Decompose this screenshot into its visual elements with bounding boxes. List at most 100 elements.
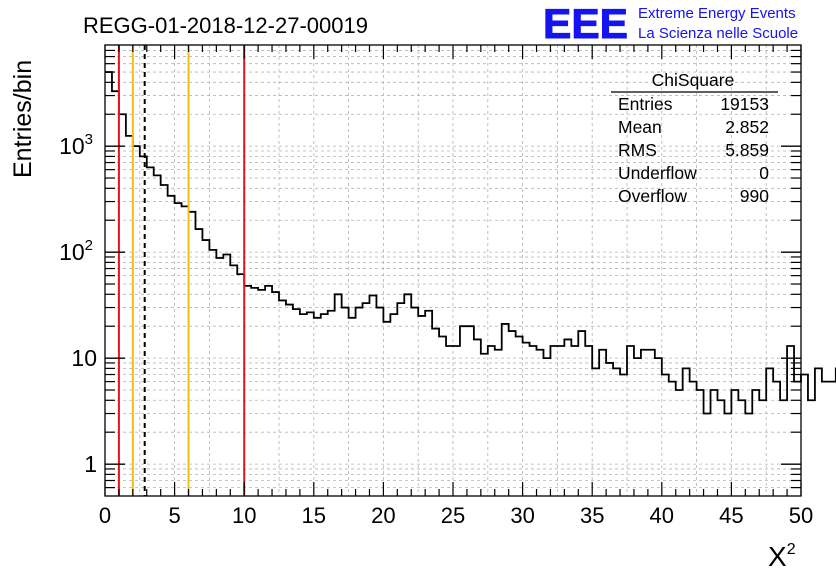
- x-tick-label: 35: [580, 503, 604, 528]
- histogram-bin: [724, 414, 731, 496]
- histogram-bin: [425, 311, 432, 496]
- histogram-bin: [467, 326, 474, 496]
- y-axis-label: Entries/bin: [9, 60, 37, 178]
- histogram-bin: [230, 265, 237, 496]
- histogram-bin: [738, 400, 745, 496]
- stats-row-value: 990: [740, 186, 769, 206]
- marker-lines: [117, 45, 246, 496]
- histogram-bin: [516, 336, 523, 496]
- histogram-bin: [223, 254, 230, 496]
- histogram-bin: [697, 390, 704, 496]
- logo-mark: EEE: [543, 0, 628, 47]
- x-tick-label: 0: [99, 503, 111, 528]
- histogram-bin: [759, 400, 766, 496]
- y-tick-label: 102: [59, 237, 93, 265]
- histogram-bin: [251, 288, 258, 496]
- stats-box-title: ChiSquare: [652, 70, 735, 90]
- histogram-bin: [342, 308, 349, 496]
- histogram-bin: [161, 185, 168, 496]
- histogram-bin: [676, 390, 683, 496]
- histogram-bin: [411, 308, 418, 496]
- histogram-bin: [523, 343, 530, 496]
- chart-title: REGG-01-2018-12-27-00019: [83, 13, 368, 38]
- y-tick-labels: 1 10 102 103: [59, 131, 97, 477]
- y-tick-exponent: 2: [85, 237, 93, 254]
- y-tick-label: 10: [71, 345, 97, 371]
- histogram-bin: [808, 400, 815, 496]
- stats-row-value: 0: [759, 163, 769, 183]
- histogram-bin: [815, 368, 822, 496]
- histogram-bin: [307, 312, 314, 496]
- histogram-bin: [662, 375, 669, 496]
- histogram-bin: [383, 322, 390, 496]
- histogram-bin: [182, 206, 189, 496]
- x-tick-label: 45: [719, 503, 743, 528]
- histogram-bin: [356, 308, 363, 496]
- histogram-bin: [432, 329, 439, 496]
- stats-row-label: RMS: [618, 140, 657, 160]
- histogram-bin: [773, 382, 780, 496]
- histogram: [105, 71, 836, 496]
- histogram-bin: [328, 311, 335, 496]
- histogram-bin: [404, 294, 411, 496]
- histogram-bin: [780, 400, 787, 496]
- histogram-bin: [335, 294, 342, 496]
- histogram-bin: [258, 290, 265, 496]
- histogram-bin: [460, 326, 467, 496]
- x-tick-label: 40: [650, 503, 674, 528]
- histogram-bin: [543, 358, 550, 496]
- stats-row-label: Entries: [618, 94, 673, 114]
- x-tick-label: 15: [302, 503, 326, 528]
- histogram-bin: [690, 382, 697, 496]
- histogram-bin: [112, 91, 119, 496]
- histogram-bin: [216, 258, 223, 496]
- y-tick-exponent: 3: [85, 131, 93, 148]
- histogram-bin: [634, 358, 641, 496]
- x-axis-label-base: X: [768, 541, 787, 572]
- x-tick-label: 10: [232, 503, 256, 528]
- histogram-bin: [439, 336, 446, 496]
- histogram-bin: [133, 146, 140, 496]
- histogram-bin: [363, 303, 370, 496]
- histogram-bin: [209, 250, 216, 496]
- histogram-bin: [711, 390, 718, 496]
- histogram-bin: [126, 136, 133, 496]
- histogram-bin: [606, 363, 613, 496]
- histogram-bin: [119, 114, 126, 496]
- histogram-bin: [717, 400, 724, 496]
- grid: [105, 45, 801, 496]
- histogram-line: [105, 71, 836, 415]
- logo-line-2: La Scienza nelle Scuole: [638, 25, 798, 42]
- y-tick-label: 103: [59, 131, 93, 159]
- stats-box: ChiSquare Entries 19153 Mean 2.852 RMS 5.859 U…: [611, 70, 778, 206]
- histogram-bin: [655, 358, 662, 496]
- x-tick-label: 50: [789, 503, 813, 528]
- histogram-bin: [397, 303, 404, 496]
- histogram-bin: [189, 212, 196, 496]
- x-axis-label: X2: [768, 541, 796, 572]
- histogram-bin: [279, 300, 286, 496]
- eee-logo: EEE Extreme Energy Events La Scienza nel…: [543, 0, 799, 48]
- histogram-bin: [272, 292, 279, 496]
- histogram-bin: [731, 390, 738, 496]
- histogram-bin: [369, 295, 376, 496]
- histogram-bin: [704, 414, 711, 496]
- histogram-bin: [168, 196, 175, 496]
- histogram-bin: [794, 382, 801, 496]
- logo-line-1: Extreme Energy Events: [638, 5, 796, 22]
- stats-row-label: Mean: [618, 117, 662, 137]
- histogram-bin: [801, 375, 808, 496]
- histogram-bin: [752, 390, 759, 496]
- axis-ticks: [104, 45, 802, 496]
- histogram-bin: [829, 382, 836, 496]
- histogram-bin: [195, 229, 202, 496]
- histogram-bin: [293, 309, 300, 496]
- histogram-bin: [502, 324, 509, 496]
- histogram-bin: [620, 375, 627, 496]
- x-tick-label: 5: [168, 503, 180, 528]
- stats-row-value: 19153: [720, 94, 769, 114]
- stats-row-value: 2.852: [725, 117, 769, 137]
- histogram-bin: [154, 175, 161, 496]
- histogram-bin: [745, 414, 752, 496]
